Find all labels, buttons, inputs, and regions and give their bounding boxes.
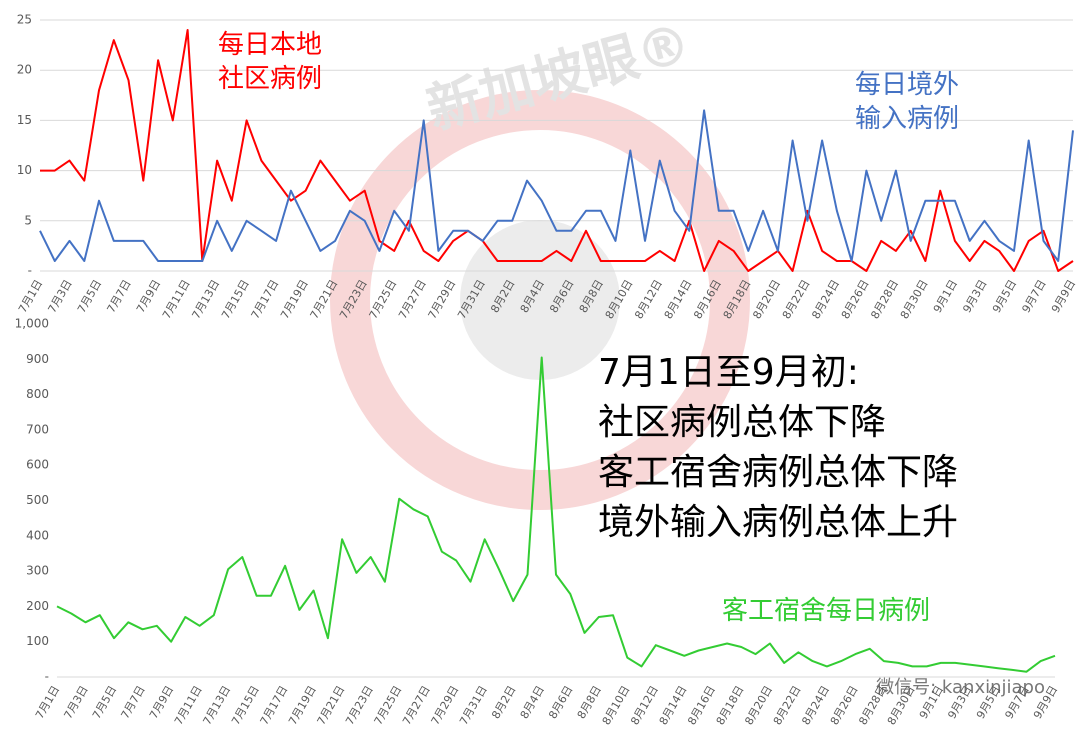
- y-tick-label: -: [28, 264, 32, 278]
- x-tick-label: 8月24日: [809, 278, 842, 322]
- y-tick-label: 5: [24, 213, 32, 227]
- x-tick-label: 7月25日: [367, 278, 400, 322]
- y-tick-label: 25: [17, 13, 32, 27]
- x-tick-label: 8月22日: [780, 278, 813, 322]
- x-tick-label: 7月5日: [75, 278, 104, 316]
- wechat-id: 微信号: kanxinjiapo: [876, 677, 1045, 698]
- y-tick-label: 800: [26, 387, 49, 401]
- x-tick-label: 7月19日: [278, 278, 311, 322]
- x-tick-label: 7月27日: [396, 278, 429, 322]
- series-line: [39, 109, 1074, 262]
- y-tick-label: 500: [26, 493, 49, 507]
- summary-line: 7月1日至9月初:: [598, 352, 859, 393]
- x-tick-label: 7月11日: [160, 278, 193, 322]
- x-tick-label: 8月4日: [518, 684, 547, 722]
- x-tick-label: 7月15日: [219, 278, 252, 322]
- x-tick-label: 8月2日: [489, 684, 518, 722]
- y-tick-label: 300: [26, 564, 49, 578]
- series-label: 每日本地社区病例: [218, 30, 323, 94]
- x-tick-label: 8月30日: [898, 278, 931, 322]
- series-line: [56, 356, 1056, 673]
- x-tick-label: 7月13日: [190, 278, 223, 322]
- y-tick-label: 100: [26, 634, 49, 648]
- y-tick-label: 200: [26, 599, 49, 613]
- y-tick-label: 15: [17, 113, 32, 127]
- x-tick-label: 7月1日: [33, 684, 62, 722]
- x-tick-label: 9月1日: [931, 278, 960, 316]
- y-tick-label: 700: [26, 422, 49, 436]
- y-tick-label: 400: [26, 528, 49, 542]
- x-tick-label: 7月29日: [426, 278, 459, 322]
- series-label: 每日境外输入病例: [855, 70, 960, 134]
- x-tick-label: 7月9日: [134, 278, 163, 316]
- x-tick-label: 7月31日: [457, 684, 490, 728]
- x-tick-label: 8月6日: [546, 684, 575, 722]
- x-tick-label: 8月8日: [575, 684, 604, 722]
- y-tick-label: 20: [17, 63, 32, 77]
- x-tick-label: 8月28日: [868, 278, 901, 322]
- x-tick-label: 7月9日: [147, 684, 176, 722]
- y-tick-label: 600: [26, 458, 49, 472]
- x-tick-label: 7月3日: [45, 278, 74, 316]
- summary: 7月1日至9月初: 社区病例总体下降客工宿舍病例总体下降 境外输入病例总体上升: [598, 348, 958, 548]
- y-tick-label: 900: [26, 352, 49, 366]
- y-tick-label: -: [45, 670, 49, 684]
- series-label: 客工宿舍每日病例: [722, 596, 931, 626]
- x-tick-label: 8月14日: [662, 278, 695, 322]
- x-tick-label: 7月5日: [90, 684, 119, 722]
- y-tick-label: 10: [17, 163, 32, 177]
- series-line: [40, 29, 1074, 272]
- x-tick-label: 9月5日: [990, 278, 1019, 316]
- x-tick-label: 7月7日: [104, 278, 133, 316]
- x-tick-label: 8月20日: [750, 278, 783, 322]
- watermark-logo: [330, 90, 750, 510]
- summary-line: 客工宿舍病例总体下降: [598, 452, 959, 493]
- x-tick-label: 7月3日: [61, 684, 90, 722]
- x-tick-label: 7月7日: [118, 684, 147, 722]
- x-tick-label: 7月1日: [16, 278, 45, 316]
- x-tick-label: 8月12日: [632, 278, 665, 322]
- x-tick-label: 9月3日: [960, 278, 989, 316]
- x-tick-label: 7月17日: [249, 278, 282, 322]
- x-tick-label: 9月7日: [1019, 278, 1048, 316]
- x-tick-label: 9月9日: [1049, 278, 1078, 316]
- summary-line: 社区病例总体下降: [598, 402, 887, 443]
- x-tick-label: 8月26日: [839, 278, 872, 322]
- y-tick-label: 1,000: [15, 317, 49, 331]
- summary-line: 境外输入病例总体上升: [598, 502, 959, 543]
